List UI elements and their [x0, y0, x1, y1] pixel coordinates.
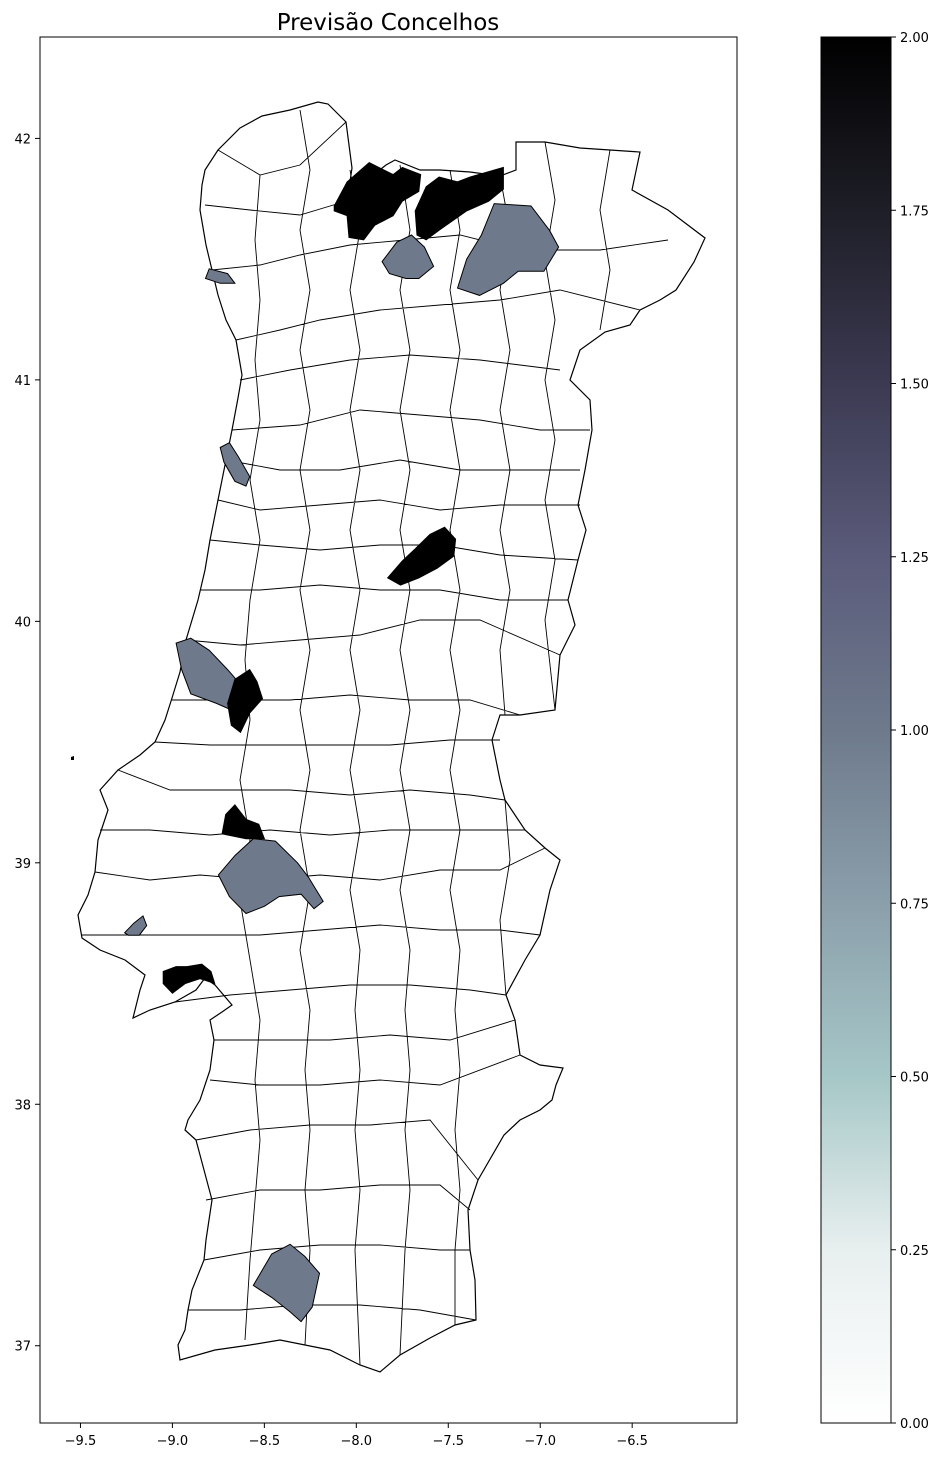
concelho-centre-1 [386, 526, 457, 586]
y-tick-label: 42 [14, 132, 31, 147]
map-title: Previsão Concelhos [277, 10, 500, 36]
colorbar-tick-label: 0.75 [900, 897, 929, 912]
x-tick-label: −7.5 [432, 1434, 464, 1449]
x-tick-label: −9.0 [157, 1434, 189, 1449]
y-axis: 42 41 40 39 38 37 [14, 132, 40, 1355]
colorbar-tick-label: 1.25 [900, 551, 929, 566]
mainland-outline [77, 101, 706, 1373]
x-tick-label: −9.5 [65, 1434, 97, 1449]
y-tick-label: 40 [14, 615, 31, 630]
highlighted-concelhos [123, 162, 560, 1323]
colorbar-tick-label: 0.00 [900, 1417, 929, 1432]
x-tick-label: −7.0 [524, 1434, 556, 1449]
colorbar-tick-label: 1.50 [900, 378, 929, 393]
concelho-north-3 [381, 234, 435, 279]
colorbar-tick-label: 1.00 [900, 724, 929, 739]
berlengas-islands [71, 756, 74, 760]
x-tick-label: −8.5 [249, 1434, 281, 1449]
x-tick-label: −8.0 [341, 1434, 373, 1449]
portugal-outline [71, 101, 706, 1373]
y-tick-label: 37 [14, 1340, 31, 1355]
colorbar-tick-label: 1.75 [900, 204, 929, 219]
concelho-coast-1 [204, 268, 236, 284]
district-lines [82, 109, 669, 1366]
concelho-centre-5 [217, 838, 324, 915]
y-tick-label: 38 [14, 1098, 31, 1113]
y-tick-label: 41 [14, 374, 31, 389]
concelho-coast-2 [219, 442, 251, 487]
colorbar-tick-label: 0.50 [900, 1071, 929, 1086]
concelho-lisbon-1 [123, 915, 148, 936]
x-axis: −9.5 −9.0 −8.5 −8.0 −7.5 −7.0 −6.5 [65, 1423, 648, 1449]
concelho-centre-3 [227, 668, 264, 734]
concelho-north-4 [456, 203, 560, 296]
concelho-centre-4 [221, 804, 266, 840]
concelho-north-2 [414, 166, 504, 241]
concelho-algarve-1 [252, 1243, 321, 1323]
colorbar-tick-label: 0.25 [900, 1244, 929, 1259]
colorbar-gradient [820, 36, 892, 1424]
x-tick-label: −6.5 [616, 1434, 648, 1449]
colorbar-tick-label: 2.00 [900, 31, 929, 46]
concelho-north-1 [333, 162, 422, 241]
concelho-setubal-1 [162, 963, 216, 994]
y-tick-label: 39 [14, 857, 31, 872]
colorbar-axis: 0.00 0.25 0.50 0.75 1.00 1.25 1.50 1.75 2.00 [891, 31, 929, 1432]
